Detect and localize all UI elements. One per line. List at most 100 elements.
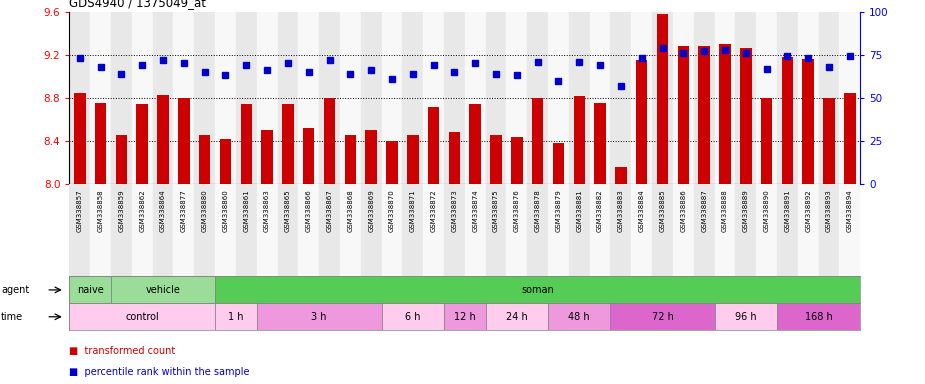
Bar [257,184,278,276]
Bar [553,143,564,184]
Bar [194,12,215,184]
Text: GSM338858: GSM338858 [98,189,104,232]
Text: GSM338857: GSM338857 [77,189,82,232]
Bar [402,184,423,276]
Text: soman: soman [522,285,554,295]
Bar [137,104,148,184]
Bar [527,12,548,184]
Text: GSM338861: GSM338861 [243,189,249,232]
Bar [449,132,460,184]
Bar [694,12,714,184]
Bar [803,59,814,184]
Text: GSM338894: GSM338894 [847,189,853,232]
Bar [381,184,402,276]
Bar [381,12,402,184]
Text: GSM338866: GSM338866 [306,189,312,232]
Bar [694,184,714,276]
Bar [507,184,527,276]
Bar [615,167,626,184]
Bar [672,184,694,276]
Text: GSM338886: GSM338886 [681,189,686,232]
Bar [740,48,751,184]
Bar [845,93,856,184]
Bar [839,12,860,184]
Bar [490,135,501,184]
Bar [548,184,569,276]
Text: GSM338865: GSM338865 [285,189,290,232]
Bar [236,184,256,276]
Text: GSM338860: GSM338860 [223,189,228,232]
Text: GSM338864: GSM338864 [160,189,166,232]
Bar [215,184,236,276]
Bar [215,303,256,330]
Bar [782,57,793,184]
Bar [636,60,648,184]
Bar [777,12,797,184]
Bar [756,12,777,184]
Bar [157,95,168,184]
Bar [823,98,834,184]
Bar [179,98,190,184]
Bar [548,303,611,330]
Bar [610,12,631,184]
Bar [527,184,548,276]
Bar [532,98,543,184]
Text: 96 h: 96 h [735,312,757,322]
Bar [631,184,652,276]
Bar [194,184,215,276]
Bar [574,96,585,184]
Bar [407,135,418,184]
Bar [298,12,319,184]
Text: GSM338862: GSM338862 [140,189,145,232]
Bar [444,184,464,276]
Text: GSM338868: GSM338868 [348,189,353,232]
Bar [215,276,860,303]
Text: GSM338872: GSM338872 [431,189,437,232]
Bar [589,12,610,184]
Text: GSM338892: GSM338892 [806,189,811,232]
Text: 24 h: 24 h [506,312,528,322]
Text: GSM338863: GSM338863 [265,189,270,232]
Text: GSM338879: GSM338879 [556,189,561,232]
Bar [365,130,376,184]
Bar [111,276,215,303]
Bar [464,12,486,184]
Bar [69,276,111,303]
Text: GSM338870: GSM338870 [389,189,395,232]
Text: time: time [1,312,23,322]
Text: GSM338880: GSM338880 [202,189,207,232]
Bar [777,303,860,330]
Bar [215,12,236,184]
Bar [278,184,298,276]
Text: GSM338877: GSM338877 [181,189,187,232]
Bar [278,12,298,184]
Text: 48 h: 48 h [569,312,590,322]
Bar [714,184,735,276]
Bar [111,184,132,276]
Bar [735,184,756,276]
Bar [464,184,486,276]
Bar [652,12,672,184]
Text: GSM338883: GSM338883 [618,189,623,232]
Text: GSM338891: GSM338891 [784,189,790,232]
Bar [132,184,153,276]
Bar [174,184,194,276]
Bar [199,135,210,184]
Bar [444,12,464,184]
Bar [91,184,111,276]
Bar [324,98,335,184]
Bar [174,12,194,184]
Bar [257,12,278,184]
Bar [507,12,527,184]
Bar [720,44,731,184]
Text: GSM338884: GSM338884 [639,189,645,232]
Bar [512,137,523,184]
Bar [69,184,91,276]
Text: GSM338871: GSM338871 [410,189,415,232]
Text: GSM338867: GSM338867 [327,189,332,232]
Bar [132,12,153,184]
Text: GSM338888: GSM338888 [722,189,728,232]
Text: GSM338874: GSM338874 [473,189,478,232]
Bar [240,104,252,184]
Bar [257,303,382,330]
